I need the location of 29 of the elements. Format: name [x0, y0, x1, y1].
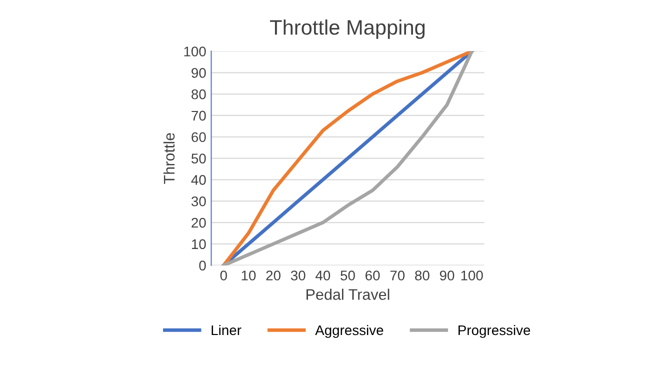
x-tick-label: 70: [390, 270, 405, 280]
y-tick-label: 70: [192, 110, 206, 121]
y-tick-label: 20: [192, 218, 206, 228]
y-tick-label: 0: [199, 260, 206, 271]
x-tick-label: 20: [266, 270, 280, 280]
y-tick-label: 60: [192, 132, 206, 142]
x-tick-label: 30: [290, 270, 306, 280]
y-tick-label: 80: [192, 89, 206, 100]
legend-label: Liner: [212, 324, 242, 336]
y-axis-title: Throttle: [163, 133, 175, 184]
x-tick-label: 50: [340, 270, 355, 280]
x-tick-label: 0: [220, 270, 227, 280]
x-tick-label: 40: [316, 270, 330, 280]
y-tick-label: 10: [192, 239, 206, 250]
y-tick-label: 40: [191, 175, 206, 185]
y-tick-label: 50: [191, 154, 206, 164]
x-tick-label: 100: [461, 270, 483, 280]
x-tick-label: 80: [415, 270, 430, 280]
legend-label: Aggressive: [315, 324, 384, 338]
x-tick-label: 10: [242, 270, 256, 280]
legend-label: Progressive: [458, 324, 530, 338]
y-tick-label: 90: [192, 68, 206, 78]
y-tick-label: 100: [184, 46, 206, 56]
x-tick-label: 60: [366, 270, 380, 280]
y-tick-label: 30: [191, 196, 206, 206]
chart-title: Throttle Mapping: [270, 19, 425, 39]
line-series: [222, 51, 474, 266]
x-axis-title: Pedal Travel: [306, 288, 390, 300]
x-tick-label: 90: [440, 270, 454, 280]
